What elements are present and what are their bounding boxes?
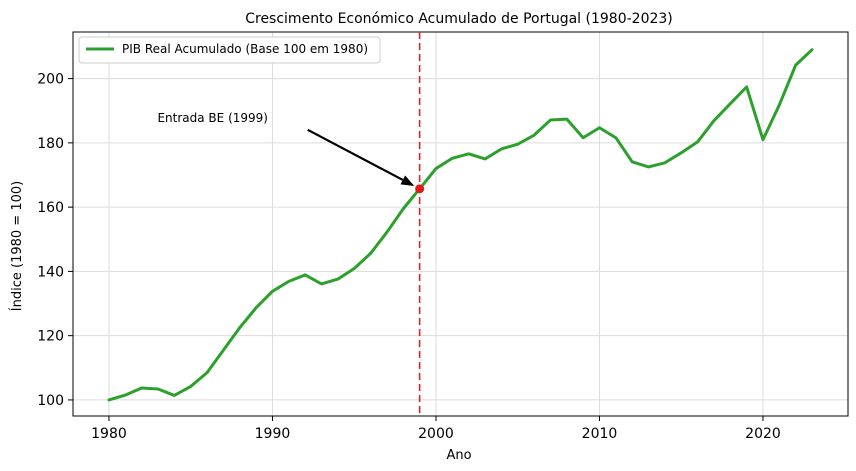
y-tick-label: 120	[37, 329, 64, 345]
legend-label: PIB Real Acumulado (Base 100 em 1980)	[122, 42, 368, 56]
y-tick-label: 140	[37, 264, 64, 280]
annotation-arrow	[307, 128, 404, 181]
series-line-pib	[107, 48, 814, 402]
y-tick-label: 200	[37, 72, 64, 88]
y-tick-label: 100	[37, 393, 64, 409]
x-tick-label: 2020	[745, 426, 781, 442]
x-tick-label: 2000	[418, 426, 454, 442]
chart-title: Crescimento Económico Acumulado de Portu…	[245, 11, 673, 27]
y-tick-label: 160	[37, 200, 64, 216]
annotation-arrowhead	[400, 175, 415, 187]
legend: PIB Real Acumulado (Base 100 em 1980)	[78, 36, 381, 64]
annotation-marker	[415, 184, 425, 194]
y-axis: 100 120 140 160 180 200	[37, 72, 73, 409]
plot-area	[72, 31, 849, 417]
y-tick-label: 180	[37, 136, 64, 152]
x-axis-label: Ano	[446, 448, 471, 463]
x-tick-label: 2010	[582, 426, 618, 442]
x-axis: 1980 1990 2000 2010 2020	[91, 416, 781, 442]
x-tick-label: 1990	[255, 426, 291, 442]
legend-box	[78, 36, 381, 64]
x-tick-label: 1980	[91, 426, 127, 442]
y-axis-label: Índice (1980 = 100)	[9, 181, 25, 311]
grid	[73, 32, 848, 416]
annotation-text: Entrada BE (1999)	[157, 111, 268, 125]
